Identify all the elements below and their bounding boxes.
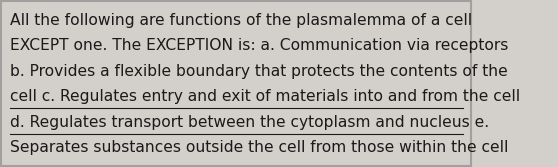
Text: Separates substances outside the cell from those within the cell: Separates substances outside the cell fr… bbox=[10, 140, 508, 155]
Text: b. Provides a flexible boundary that protects the contents of the: b. Provides a flexible boundary that pro… bbox=[10, 64, 508, 79]
Text: EXCEPT one. The EXCEPTION is: a. Communication via receptors: EXCEPT one. The EXCEPTION is: a. Communi… bbox=[10, 38, 508, 53]
Text: All the following are functions of the plasmalemma of a cell: All the following are functions of the p… bbox=[10, 13, 472, 28]
Text: cell c. Regulates entry and exit of materials into and from the cell: cell c. Regulates entry and exit of mate… bbox=[10, 89, 520, 104]
Text: d. Regulates transport between the cytoplasm and nucleus e.: d. Regulates transport between the cytop… bbox=[10, 115, 489, 130]
